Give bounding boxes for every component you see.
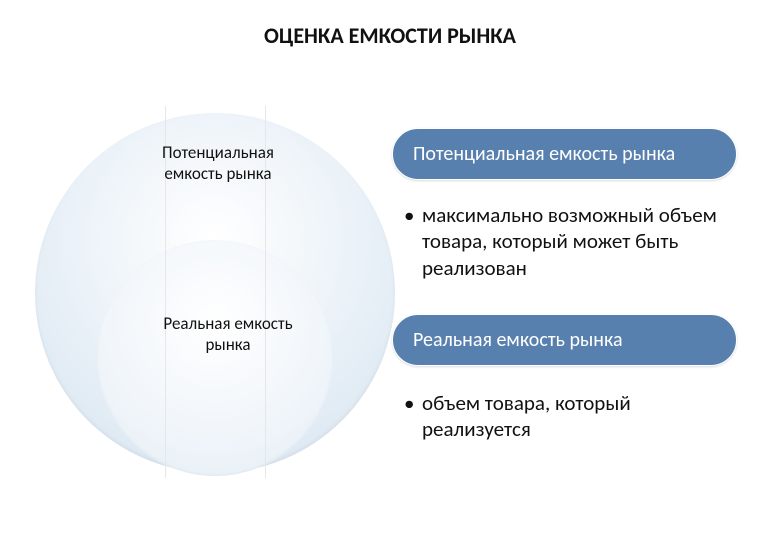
pill-label: Потенциальная емкость рынка xyxy=(413,142,675,166)
bullet-icon: • xyxy=(404,390,422,443)
page-title: ОЦЕНКА ЕМКОСТИ РЫНКА xyxy=(0,22,780,49)
inner-circle xyxy=(97,240,333,476)
potential-pill: Потенциальная емкость рынка xyxy=(392,128,737,180)
pill-label: Реальная емкость рынка xyxy=(413,328,623,352)
potential-bullet: •максимально возможный объем товара, кот… xyxy=(404,202,734,281)
real-bullet: •объем товара, который реализуется xyxy=(404,390,734,443)
bullet-text: объем товара, который реализуется xyxy=(422,390,734,443)
inner-circle-label: Реальная емкость рынка xyxy=(158,313,298,355)
venn-diagram: Потенциальная емкость рынка Реальная емко… xyxy=(60,98,370,488)
bullet-text: максимально возможный объем товара, кото… xyxy=(422,202,734,281)
bullet-icon: • xyxy=(404,202,422,281)
real-pill: Реальная емкость рынка xyxy=(392,314,737,366)
outer-circle-label: Потенциальная емкость рынка xyxy=(138,142,298,184)
